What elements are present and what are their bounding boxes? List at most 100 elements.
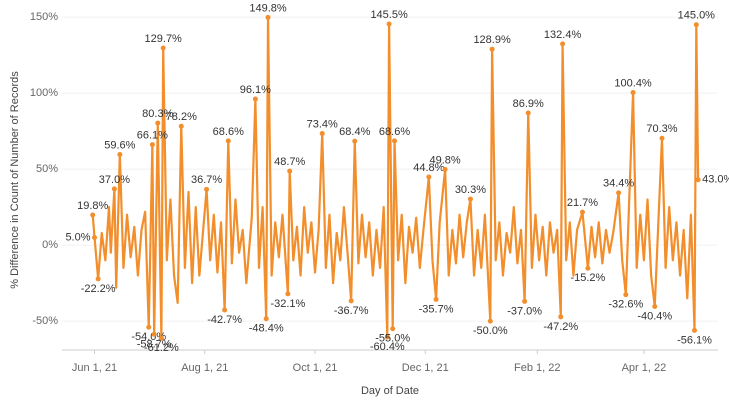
- y-tick-label: -50%: [32, 315, 58, 327]
- data-label: -40.4%: [637, 310, 672, 322]
- x-tick-label: Dec 1, 21: [402, 362, 449, 374]
- data-label: 68.6%: [379, 126, 410, 138]
- data-label: 86.9%: [513, 98, 544, 110]
- data-point: [111, 186, 117, 192]
- data-point: [695, 177, 701, 183]
- data-point: [522, 298, 528, 304]
- data-label: -32.1%: [270, 298, 305, 310]
- data-label: 129.7%: [145, 33, 183, 45]
- data-label: 37.0%: [99, 174, 130, 186]
- data-point: [225, 138, 231, 144]
- data-label: -47.2%: [543, 321, 578, 333]
- data-label: 59.6%: [104, 139, 135, 151]
- data-point: [285, 291, 291, 297]
- data-label: 70.3%: [646, 123, 677, 135]
- data-point: [442, 166, 448, 172]
- data-point: [386, 21, 392, 27]
- data-label: 5.0%: [65, 231, 90, 243]
- y-tick-label: 150%: [30, 11, 58, 23]
- data-label: -35.7%: [419, 303, 454, 315]
- data-label: 80.3%: [142, 108, 173, 120]
- data-label: -50.0%: [473, 325, 508, 337]
- data-point: [652, 304, 658, 310]
- data-point: [487, 318, 493, 324]
- data-point: [489, 46, 495, 52]
- data-point: [585, 265, 591, 271]
- data-label: 34.4%: [603, 178, 634, 190]
- data-point: [90, 212, 96, 218]
- data-point: [252, 96, 258, 102]
- data-label: -58.7%: [137, 338, 172, 350]
- data-label: 149.8%: [249, 2, 287, 14]
- data-point: [287, 168, 293, 174]
- data-label: 145.5%: [370, 9, 408, 21]
- data-label: 145.0%: [678, 10, 716, 22]
- data-label: 49.8%: [430, 154, 461, 166]
- data-point: [222, 307, 228, 313]
- x-tick-label: Apr 1, 22: [622, 362, 667, 374]
- data-label: -32.6%: [608, 299, 643, 311]
- y-axis-title: % Difference in Count of Number of Recor…: [9, 71, 21, 289]
- data-point: [623, 292, 629, 298]
- data-point: [659, 135, 665, 141]
- data-label: -22.2%: [81, 283, 116, 295]
- data-point: [352, 138, 358, 144]
- data-point: [384, 334, 390, 340]
- data-label: -61.2%: [144, 342, 179, 354]
- data-point: [146, 324, 152, 330]
- data-label: 96.1%: [240, 84, 271, 96]
- data-point: [263, 316, 269, 322]
- data-label: 43.0%: [702, 174, 729, 186]
- data-point: [560, 41, 566, 47]
- data-label: 30.3%: [455, 184, 486, 196]
- data-point: [92, 235, 98, 241]
- data-label: 68.6%: [213, 126, 244, 138]
- data-label: -15.2%: [570, 272, 605, 284]
- data-point: [390, 326, 396, 332]
- data-point: [319, 131, 325, 137]
- data-label: 78.2%: [166, 111, 197, 123]
- x-tick-label: Oct 1, 21: [293, 362, 338, 374]
- y-tick-label: 100%: [30, 87, 58, 99]
- data-label: -54.0%: [131, 331, 166, 343]
- data-label: -56.1%: [677, 334, 712, 346]
- data-point: [265, 14, 271, 20]
- data-label: 73.4%: [307, 118, 338, 130]
- data-label: -55.0%: [375, 333, 410, 345]
- data-point: [95, 276, 101, 282]
- data-label: -48.4%: [249, 323, 284, 335]
- data-point: [149, 142, 155, 148]
- data-point: [525, 110, 531, 116]
- x-tick-label: Feb 1, 22: [514, 362, 560, 374]
- data-point: [558, 314, 564, 320]
- data-label: -36.7%: [334, 305, 369, 317]
- data-point: [348, 298, 354, 304]
- data-point: [630, 90, 636, 96]
- data-label: 36.7%: [191, 174, 222, 186]
- x-tick-label: Jun 1, 21: [72, 362, 117, 374]
- data-label: 66.1%: [137, 130, 168, 142]
- y-tick-label: 0%: [42, 239, 58, 251]
- data-point: [433, 296, 439, 302]
- x-tick-label: Aug 1, 21: [181, 362, 228, 374]
- data-label: 128.9%: [473, 34, 511, 46]
- y-tick-label: 50%: [36, 163, 58, 175]
- data-point: [467, 196, 473, 202]
- data-point: [158, 335, 164, 341]
- data-point: [392, 138, 398, 144]
- data-point: [151, 331, 157, 337]
- data-point: [117, 152, 123, 158]
- data-point: [692, 327, 698, 333]
- data-label: 21.7%: [567, 197, 598, 209]
- data-point: [616, 190, 622, 196]
- data-label: 68.4%: [339, 126, 370, 138]
- x-axis-title: Day of Date: [361, 385, 419, 397]
- data-label: 44.8%: [413, 162, 444, 174]
- data-point: [155, 120, 161, 126]
- data-label: -37.0%: [507, 305, 542, 317]
- data-label: 100.4%: [614, 77, 652, 89]
- data-point: [204, 186, 210, 192]
- data-label: 48.7%: [274, 156, 305, 168]
- data-point: [178, 123, 184, 129]
